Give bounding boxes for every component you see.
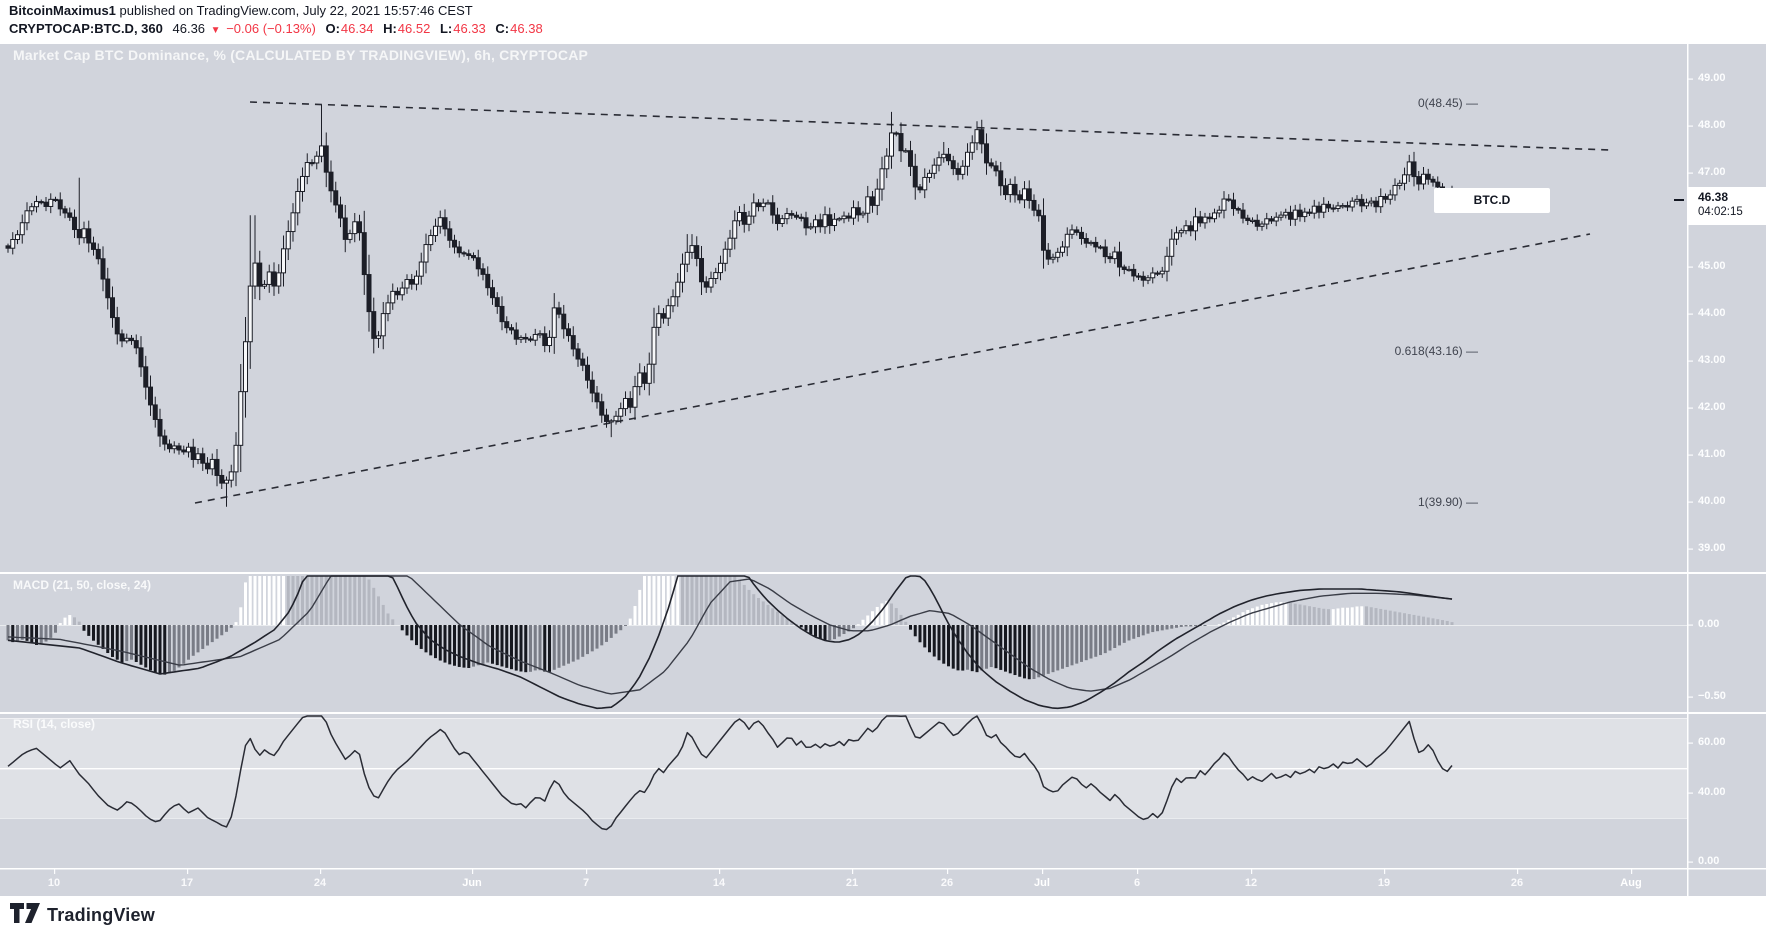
high-number: 46.52: [397, 21, 431, 36]
symbol-interval: CRYPTOCAP:BTC.D, 360: [9, 21, 163, 36]
low-value: L:46.33: [440, 21, 486, 36]
high-value: H:46.52: [383, 21, 430, 36]
header: BitcoinMaximus1 published on TradingView…: [9, 2, 543, 40]
low-number: 46.33: [453, 21, 486, 36]
change-value: −0.06 (−0.13%): [226, 21, 316, 36]
high-label: H:: [383, 21, 397, 36]
close-value: C:46.38: [495, 21, 542, 36]
last-price: 46.36: [172, 21, 206, 36]
footer-branding: TradingView: [10, 901, 155, 929]
tradingview-logo-text: TradingView: [47, 904, 155, 925]
tradingview-logo-icon: [10, 902, 40, 929]
byline: BitcoinMaximus1 published on TradingView…: [9, 2, 543, 20]
close-label: C:: [495, 21, 510, 36]
byline-rest: published on TradingView.com, July 22, 2…: [115, 3, 473, 18]
quote-line: CRYPTOCAP:BTC.D, 360 46.36 ▼ −0.06 (−0.1…: [9, 20, 543, 40]
author-name: BitcoinMaximus1: [9, 3, 116, 18]
open-value: O:46.34: [325, 21, 373, 36]
open-number: 46.34: [340, 21, 374, 36]
low-label: L:: [439, 21, 453, 36]
open-label: O:: [325, 21, 340, 36]
close-number: 46.38: [510, 21, 543, 36]
down-triangle-icon: ▼: [210, 25, 221, 36]
